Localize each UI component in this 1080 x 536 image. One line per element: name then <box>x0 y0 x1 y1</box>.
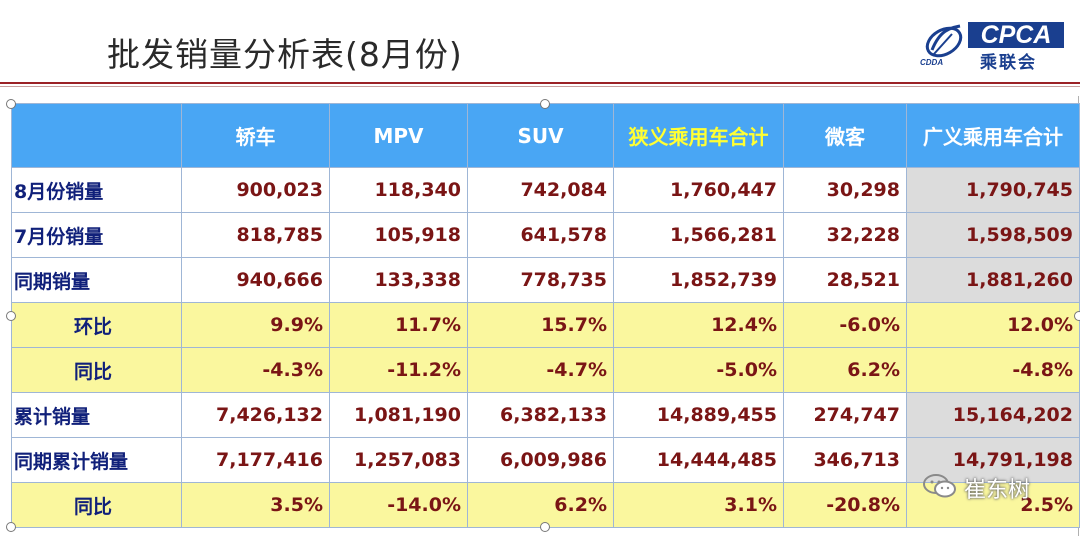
logo-subtext: CDDA <box>920 58 944 67</box>
table-cell: 641,578 <box>467 212 614 258</box>
table-cell: 1,852,739 <box>613 257 784 303</box>
table-cell: 1,081,190 <box>329 392 468 438</box>
logo-text-en: CPCA <box>968 22 1064 48</box>
cpca-logo: CPCA 乘联会 CDDA <box>918 18 1068 73</box>
table-cell: 11.7% <box>329 302 468 348</box>
selection-handle[interactable] <box>1074 311 1080 321</box>
table-cell: 6.2% <box>467 482 614 528</box>
table-cell: 6,009,986 <box>467 437 614 483</box>
table-cell: 7,177,416 <box>181 437 330 483</box>
row-label: 同期销量 <box>11 257 182 303</box>
table-row: 同比 3.5% -14.0% 6.2% 3.1% -20.8% 2.5% <box>11 482 1080 528</box>
table-cell: 15,164,202 <box>906 392 1080 438</box>
table-cell: 274,747 <box>783 392 907 438</box>
wechat-icon <box>923 474 956 498</box>
header-cell-mpv: MPV <box>329 103 468 168</box>
title-divider-thin <box>0 86 1080 87</box>
header-cell-minivan: 微客 <box>783 103 907 168</box>
logo-text-cn: 乘联会 <box>980 53 1037 73</box>
table-cell: 12.0% <box>906 302 1080 348</box>
table-cell: -14.0% <box>329 482 468 528</box>
table-cell: 12.4% <box>613 302 784 348</box>
table-cell: 15.7% <box>467 302 614 348</box>
table-row: 同期累计销量 7,177,416 1,257,083 6,009,986 14,444,… <box>11 437 1080 483</box>
header-cell-broad-total: 广义乘用车合计 <box>906 103 1080 168</box>
table-cell: 32,228 <box>783 212 907 258</box>
watermark-text: 崔东树 <box>964 478 1031 503</box>
table-cell: 118,340 <box>329 167 468 213</box>
table-cell: 3.1% <box>613 482 784 528</box>
header-cell-empty <box>11 103 182 168</box>
cpca-emblem-icon <box>925 24 963 58</box>
table-cell: 14,889,455 <box>613 392 784 438</box>
header-cell-narrow-total: 狭义乘用车合计 <box>613 103 784 168</box>
table-row: 累计销量 7,426,132 1,081,190 6,382,133 14,889,45… <box>11 392 1080 438</box>
selection-handle[interactable] <box>6 311 16 321</box>
table-cell: -6.0% <box>783 302 907 348</box>
header-cell-suv: SUV <box>467 103 614 168</box>
table-cell: 1,257,083 <box>329 437 468 483</box>
page-title: 批发销量分析表(8月份) <box>107 35 463 74</box>
table-cell: 742,084 <box>467 167 614 213</box>
row-label: 累计销量 <box>11 392 182 438</box>
selection-handle[interactable] <box>540 99 550 109</box>
table-cell: 778,735 <box>467 257 614 303</box>
table-row: 环比 9.9% 11.7% 15.7% 12.4% -6.0% 12.0% <box>11 302 1080 348</box>
table-header-row: 轿车 MPV SUV 狭义乘用车合计 微客 广义乘用车合计 <box>11 103 1080 168</box>
table-cell: 1,760,447 <box>613 167 784 213</box>
header-cell-sedan: 轿车 <box>181 103 330 168</box>
row-label: 7月份销量 <box>11 212 182 258</box>
table-cell: 105,918 <box>329 212 468 258</box>
table-cell: -11.2% <box>329 347 468 393</box>
table-cell: -4.8% <box>906 347 1080 393</box>
table-row: 同期销量 940,666 133,338 778,735 1,852,739 28,521… <box>11 257 1080 303</box>
table-cell: 1,881,260 <box>906 257 1080 303</box>
row-label: 同期累计销量 <box>11 437 182 483</box>
table-cell: 6,382,133 <box>467 392 614 438</box>
row-label: 环比 <box>11 302 182 348</box>
table-row: 同比 -4.3% -11.2% -4.7% -5.0% 6.2% -4.8% <box>11 347 1080 393</box>
selection-handle[interactable] <box>6 522 16 532</box>
table-cell: 7,426,132 <box>181 392 330 438</box>
table-cell: -4.3% <box>181 347 330 393</box>
row-label: 同比 <box>11 347 182 393</box>
table-cell: 30,298 <box>783 167 907 213</box>
sales-table-container[interactable]: 轿车 MPV SUV 狭义乘用车合计 微客 广义乘用车合计 8月份销量 900,0… <box>11 103 1080 528</box>
table-cell: 14,444,485 <box>613 437 784 483</box>
wechat-watermark: 崔东树 <box>922 470 1074 504</box>
table-cell: 9.9% <box>181 302 330 348</box>
selection-handle[interactable] <box>540 522 550 532</box>
table-cell: 900,023 <box>181 167 330 213</box>
row-label: 同比 <box>11 482 182 528</box>
selection-handle[interactable] <box>6 99 16 109</box>
title-divider <box>0 82 1080 84</box>
row-label: 8月份销量 <box>11 167 182 213</box>
table-cell: 3.5% <box>181 482 330 528</box>
table-cell: 818,785 <box>181 212 330 258</box>
sales-analysis-table: 轿车 MPV SUV 狭义乘用车合计 微客 广义乘用车合计 8月份销量 900,0… <box>11 103 1080 528</box>
table-cell: -5.0% <box>613 347 784 393</box>
table-cell: 940,666 <box>181 257 330 303</box>
table-row: 7月份销量 818,785 105,918 641,578 1,566,281 32,22… <box>11 212 1080 258</box>
table-cell: -20.8% <box>783 482 907 528</box>
table-cell: 1,598,509 <box>906 212 1080 258</box>
table-cell: 28,521 <box>783 257 907 303</box>
table-cell: -4.7% <box>467 347 614 393</box>
table-cell: 133,338 <box>329 257 468 303</box>
table-cell: 1,790,745 <box>906 167 1080 213</box>
table-row: 8月份销量 900,023 118,340 742,084 1,760,447 30,29… <box>11 167 1080 213</box>
table-cell: 1,566,281 <box>613 212 784 258</box>
table-cell: 346,713 <box>783 437 907 483</box>
table-cell: 6.2% <box>783 347 907 393</box>
